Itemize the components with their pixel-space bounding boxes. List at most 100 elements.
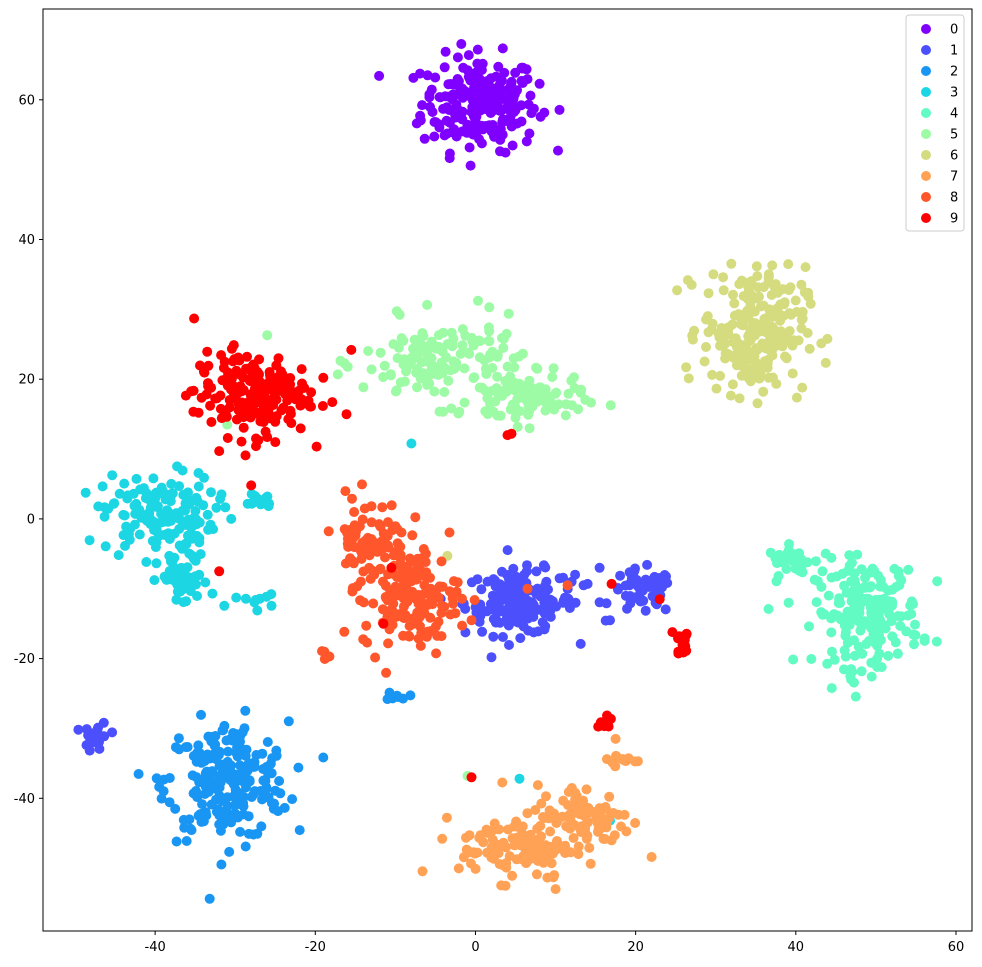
data-point xyxy=(120,540,130,551)
data-point xyxy=(207,588,218,599)
data-point xyxy=(541,791,551,802)
data-point xyxy=(324,651,335,662)
data-point xyxy=(726,258,737,269)
legend-label: 5 xyxy=(950,128,958,143)
data-point xyxy=(809,574,820,585)
data-point xyxy=(245,412,256,423)
data-point xyxy=(122,490,133,501)
data-point xyxy=(503,308,514,319)
data-point xyxy=(150,493,161,504)
data-point xyxy=(332,369,343,380)
data-point xyxy=(456,39,467,49)
data-point xyxy=(261,410,272,421)
data-point xyxy=(438,406,449,417)
data-point xyxy=(554,104,565,115)
data-point xyxy=(415,621,425,632)
data-point xyxy=(274,776,285,786)
data-point xyxy=(763,604,774,614)
data-point xyxy=(407,530,418,541)
data-point xyxy=(221,735,232,746)
data-point xyxy=(539,813,550,823)
data-point xyxy=(823,590,834,601)
data-point xyxy=(283,716,294,727)
data-point xyxy=(558,795,569,806)
data-point xyxy=(206,487,216,498)
data-point xyxy=(216,350,227,361)
data-point xyxy=(465,847,476,858)
data-point xyxy=(392,583,403,594)
data-point xyxy=(468,93,479,104)
legend-marker xyxy=(921,192,931,202)
data-point xyxy=(895,620,906,631)
data-point xyxy=(346,344,357,355)
data-point xyxy=(441,812,452,823)
data-point xyxy=(473,295,483,306)
data-point xyxy=(107,470,118,481)
data-point xyxy=(204,893,215,904)
data-point xyxy=(364,562,375,573)
data-point xyxy=(384,687,395,698)
data-point xyxy=(794,565,805,576)
data-point xyxy=(523,99,534,110)
data-point xyxy=(149,522,160,533)
data-point xyxy=(505,106,516,117)
data-point xyxy=(546,858,557,869)
data-point xyxy=(91,730,102,741)
data-point xyxy=(498,342,509,353)
data-point xyxy=(817,566,828,577)
data-point xyxy=(530,805,541,815)
data-point xyxy=(759,356,770,367)
data-point xyxy=(613,809,624,820)
data-point xyxy=(649,571,660,582)
data-point xyxy=(463,347,474,358)
data-point xyxy=(439,387,450,397)
data-point xyxy=(860,582,870,593)
y-axis-ticks: -40 -20 0 20 40 60 xyxy=(14,93,43,807)
data-point xyxy=(422,600,433,610)
data-point xyxy=(263,501,274,512)
data-point xyxy=(852,549,863,560)
data-point xyxy=(903,564,914,575)
data-point xyxy=(870,638,881,649)
data-point xyxy=(219,720,230,731)
data-point xyxy=(480,406,491,417)
data-point xyxy=(802,328,813,338)
data-point xyxy=(707,369,718,380)
data-point xyxy=(436,556,447,567)
data-point xyxy=(582,578,593,589)
data-point xyxy=(447,593,458,604)
data-point xyxy=(504,851,515,862)
data-point xyxy=(287,794,298,805)
data-point xyxy=(534,78,545,89)
data-point xyxy=(481,606,492,617)
data-point xyxy=(863,594,874,604)
data-point xyxy=(285,405,296,416)
data-point xyxy=(575,638,586,649)
data-point xyxy=(411,367,422,378)
data-point xyxy=(620,590,631,601)
data-point xyxy=(366,364,377,375)
data-point xyxy=(206,417,217,427)
data-point xyxy=(197,799,208,810)
data-point xyxy=(283,414,294,425)
data-point xyxy=(600,802,611,812)
data-point xyxy=(381,667,392,678)
data-point xyxy=(339,626,350,637)
data-point xyxy=(460,330,471,341)
data-point xyxy=(220,502,231,513)
data-point xyxy=(271,745,282,756)
data-point xyxy=(190,506,201,516)
data-point xyxy=(547,372,558,382)
data-point xyxy=(802,557,813,568)
data-point xyxy=(240,750,251,761)
data-point xyxy=(267,753,278,764)
data-point xyxy=(100,541,111,552)
data-point xyxy=(243,399,254,410)
data-point xyxy=(491,71,502,82)
data-point xyxy=(149,575,160,586)
data-point xyxy=(711,383,722,394)
x-tick-label: 20 xyxy=(627,940,644,955)
data-point xyxy=(866,671,877,682)
data-point xyxy=(294,825,305,836)
data-point xyxy=(374,519,384,530)
